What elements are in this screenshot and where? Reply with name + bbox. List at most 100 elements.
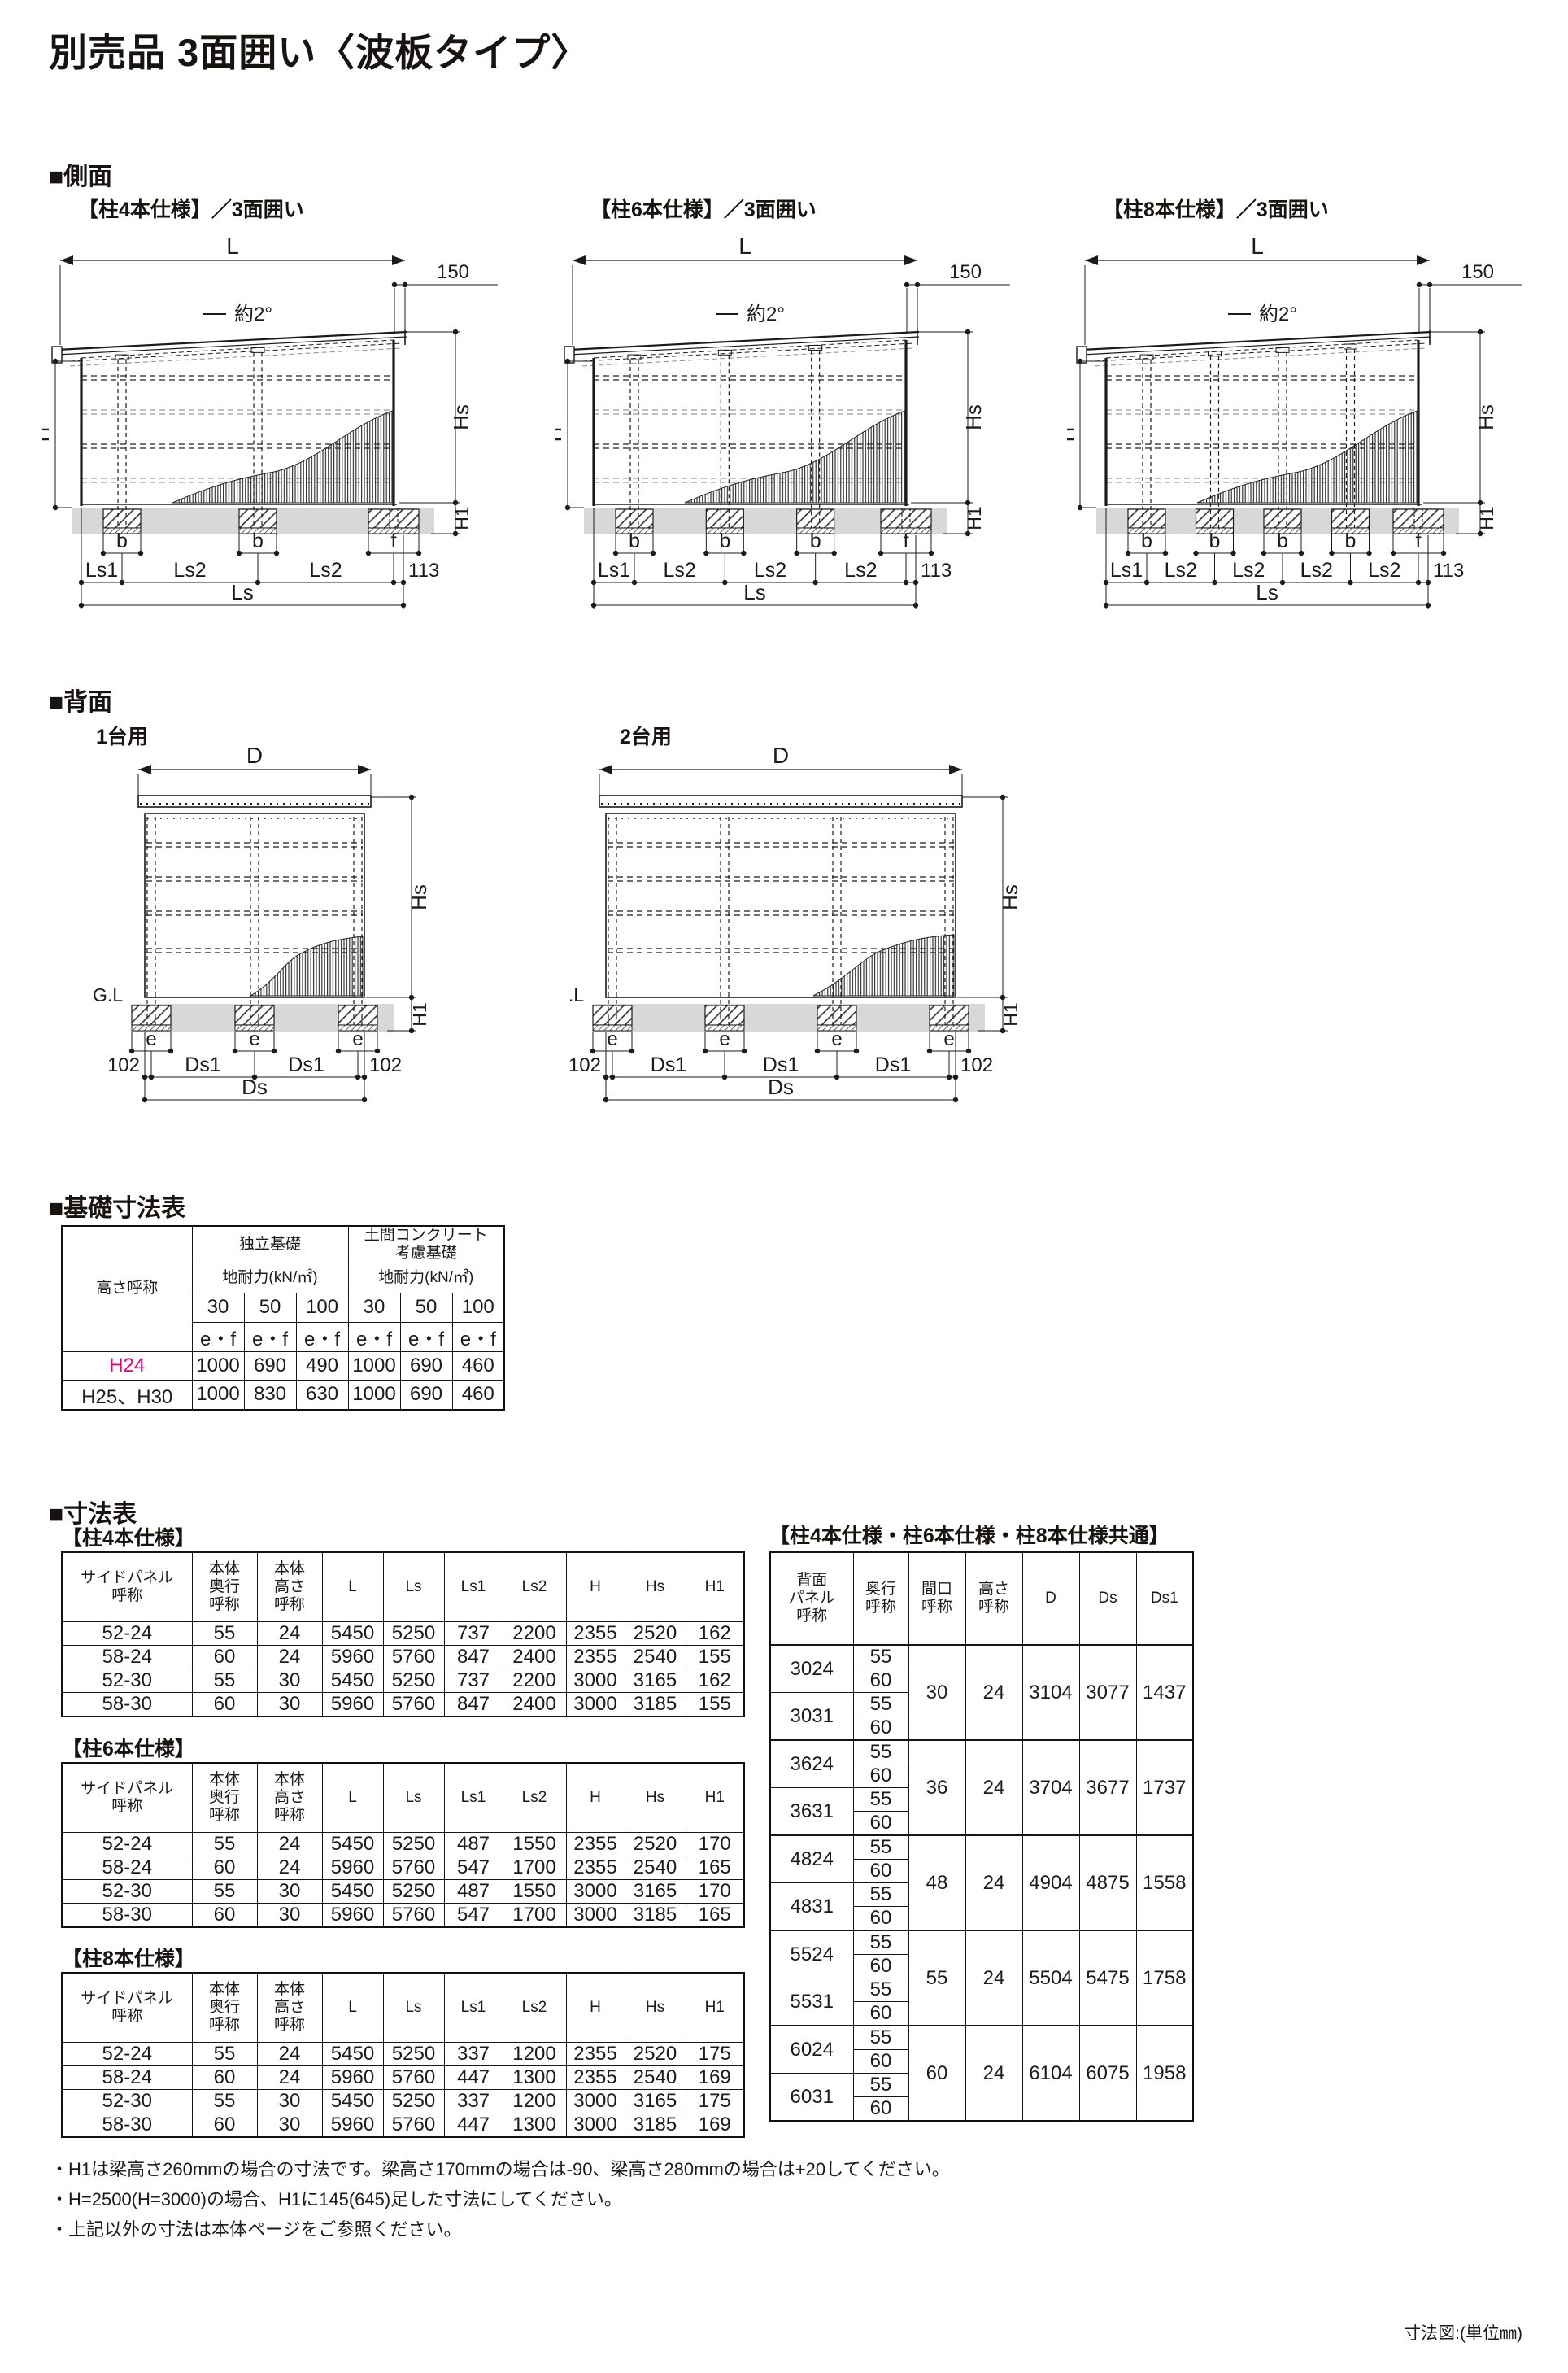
cell-dimension-value: 5250 [382, 1669, 445, 1693]
column-header: Ls1 [443, 1551, 503, 1622]
cell-Ds1-value: 1958 [1135, 2025, 1194, 2122]
footnote-1: ・H1は梁高さ260mmの場合の寸法です。梁高さ170mmの場合は-90、梁高さ… [50, 2159, 950, 2179]
cell-ef-value: 630 [295, 1379, 349, 1411]
dim-label-Ds1: Ds1 [651, 1053, 686, 1076]
dim-label-L: L [738, 238, 751, 259]
cell-depth-value: 60 [852, 2001, 909, 2026]
dim-label-Ls: Ls [1256, 580, 1278, 604]
dim-label-D: D [773, 748, 789, 768]
cell-dimension-value: 30 [256, 1692, 323, 1717]
cell-Ds-value: 5475 [1078, 1930, 1137, 2026]
cell-dimension-value: 55 [191, 2042, 258, 2066]
cell-ef-value: 490 [295, 1350, 349, 1381]
dim-label-e: e [943, 1028, 954, 1050]
column-header: Ls2 [502, 1972, 567, 2043]
dim-label-f: f [1416, 530, 1422, 552]
cell-panel-name: 58-30 [61, 1692, 193, 1717]
diagram-back-2car-container: D G.L Hs H1 e e e e 102 Ds1 Ds1 Ds1 102 Ds [554, 743, 1041, 1112]
diagram-side-view: L 150 約2° b b b b f Ls1 Ls2 Ls2 Ls2 Ls2 113 Ls H Hs H1 [1054, 233, 1522, 609]
cell-dimension-value: 5960 [321, 1692, 384, 1717]
dim-label-Ls1: Ls1 [1110, 559, 1143, 582]
cell-dimension-value: 3185 [624, 2113, 686, 2138]
dim-label-f: f [904, 530, 909, 552]
table-row: 5531 55 [769, 1978, 1193, 2026]
dim-label-102: 102 [960, 1054, 993, 1076]
cell-dimension-value: 847 [443, 1645, 503, 1669]
cell-panel-name: 58-24 [61, 1856, 193, 1880]
header-load-value: 100 [451, 1292, 505, 1323]
cell-dimension-value: 55 [191, 1879, 258, 1904]
dim-label-Ds: Ds [242, 1075, 268, 1099]
table-row: 60 [770, 1811, 1193, 1836]
cell-dimension-value: 5450 [321, 1879, 384, 1904]
header-ef: e・f [243, 1321, 297, 1352]
dim-label-Ls1: Ls1 [598, 559, 630, 582]
header-height-name: 高さ呼称 [61, 1225, 193, 1352]
dim-label-Ls2: Ls2 [309, 559, 342, 582]
diagram-side-view: L 150 約2° b b b f Ls1 Ls2 Ls2 Ls2 113 Ls H Hs H1 [542, 233, 1010, 609]
dim-table-title-4posts: 【柱4本仕様】 [62, 1527, 195, 1550]
dim-label-H: H [1067, 427, 1078, 443]
dim-label-Ds1: Ds1 [185, 1053, 220, 1076]
cell-dimension-value: 737 [443, 1621, 503, 1646]
header-load-value: 50 [243, 1292, 297, 1323]
dim-label-e: e [352, 1028, 363, 1050]
dim-label-150: 150 [1461, 261, 1494, 283]
cell-depth-value: 55 [852, 1692, 909, 1716]
table-row: e・f e・f e・f e・f e・f e・f [62, 1321, 505, 1352]
cell-depth-value: 55 [852, 2025, 909, 2050]
column-header: Ls [382, 1972, 445, 2043]
table-row: 地耐力(kN/㎡) 地耐力(kN/㎡) [62, 1262, 505, 1293]
table-row: 60 [770, 1669, 1193, 1693]
table-row: 5524 55 55 24 5504 5475 1758 [769, 1930, 1194, 2026]
cell-back-panel-name: 6024 [769, 2025, 854, 2074]
dim-label-Ls2: Ls2 [1165, 559, 1197, 582]
foundation-table-container: 高さ呼称 独立基礎 土間コンクリート 考慮基礎 地耐力(kN/㎡) 地耐力(kN/㎡) 3… [61, 1225, 505, 1411]
header-ef: e・f [399, 1321, 453, 1352]
cell-dimension-value: 175 [685, 2089, 745, 2113]
header-ef: e・f [347, 1321, 401, 1352]
cell-back-panel-name: 4824 [769, 1834, 854, 1883]
cell-dimension-value: 447 [443, 2065, 503, 2090]
dim-label-b: b [810, 530, 821, 552]
cell-depth-value: 55 [852, 2073, 909, 2097]
cell-dimension-value: 2200 [502, 1621, 567, 1646]
header-slab-foundation: 土間コンクリート 考慮基礎 [347, 1225, 505, 1263]
table-row: 58-30 60 30 5960 5760 547 1700 3000 3185 165 [61, 1903, 745, 1928]
diagram-side-8posts-container: L 150 約2° b b b b f Ls1 Ls2 Ls2 Ls2 Ls2 113 Ls H Hs H1 [1054, 233, 1555, 624]
table-row: 52-24 55 24 5450 5250 737 2200 2355 2520 162 [61, 1621, 745, 1646]
column-header: D [1021, 1551, 1080, 1646]
dim-label-Ds1: Ds1 [875, 1053, 911, 1076]
cell-Ds-value: 6075 [1078, 2025, 1137, 2122]
column-header: 本体 奥行 呼称 [191, 1762, 258, 1833]
cell-dimension-value: 1300 [502, 2065, 567, 2090]
dim-label-Ls: Ls [231, 580, 253, 604]
cell-dimension-value: 337 [443, 2042, 503, 2066]
cell-dimension-value: 1200 [502, 2042, 567, 2066]
cell-dimension-value: 169 [685, 2113, 745, 2138]
cell-dimension-value: 55 [191, 2089, 258, 2113]
cell-dimension-value: 169 [685, 2065, 745, 2090]
cell-dimension-value: 1700 [502, 1856, 567, 1880]
cell-D-value: 3704 [1021, 1739, 1080, 1836]
cell-dimension-value: 3165 [624, 1669, 686, 1693]
column-header: サイドパネル 呼称 [61, 1972, 193, 2043]
cell-dimension-value: 1700 [502, 1903, 567, 1928]
cell-ef-value: 690 [243, 1350, 297, 1381]
cell-dimension-value: 3000 [565, 2113, 625, 2138]
cell-dimension-value: 547 [443, 1856, 503, 1880]
dim-label-b: b [116, 530, 128, 552]
dim-label-102: 102 [107, 1054, 140, 1076]
side-variant-title-4posts: 【柱4本仕様】／3面囲い [78, 198, 304, 221]
cell-dimension-value: 2540 [624, 2065, 686, 2090]
dim-label-Ls2: Ls2 [173, 559, 206, 582]
cell-depth-value: 60 [852, 1764, 909, 1788]
cell-dimension-value: 5450 [321, 2042, 384, 2066]
header-bearing-capacity: 地耐力(kN/㎡) [191, 1262, 349, 1293]
cell-dimension-value: 60 [191, 1856, 258, 1880]
unit-note: 寸法図:(単位㎜) [1404, 2324, 1522, 2343]
cell-dimension-value: 2520 [624, 2042, 686, 2066]
cell-D-value: 4904 [1021, 1834, 1080, 1931]
header-load-value: 50 [399, 1292, 453, 1323]
cell-dimension-value: 155 [685, 1692, 745, 1717]
